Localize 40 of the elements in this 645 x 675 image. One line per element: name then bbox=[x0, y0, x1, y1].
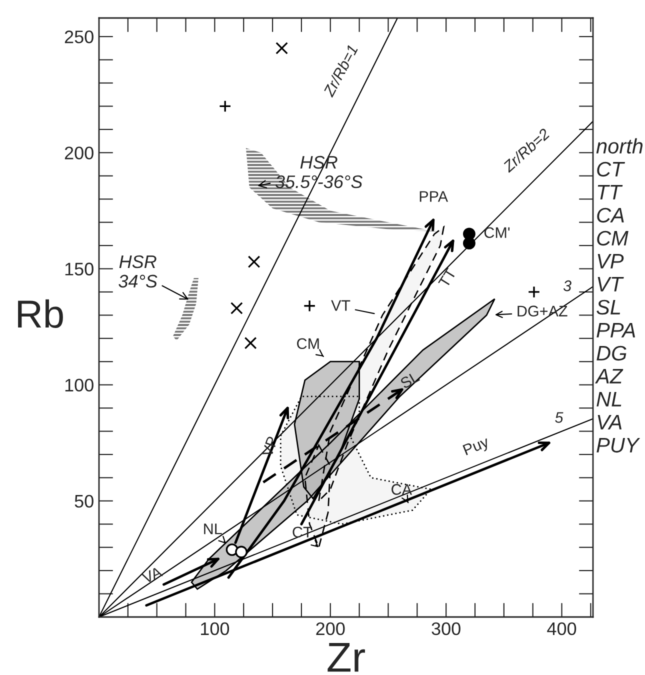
text: SL bbox=[596, 300, 620, 315]
annotation: PPA bbox=[420, 191, 448, 202]
x-tick-label: 300 bbox=[432, 622, 460, 636]
text: CT bbox=[597, 162, 626, 177]
annotation: CA bbox=[392, 484, 412, 495]
annotation: CT bbox=[292, 526, 312, 538]
y-tick-label: 200 bbox=[64, 146, 94, 160]
x-axis-title: Zr bbox=[328, 643, 365, 672]
y-tick-label: 250 bbox=[64, 30, 94, 44]
annotation: HSR 34°S bbox=[118, 255, 158, 288]
text: AZ bbox=[594, 369, 624, 384]
y-tick-label: 100 bbox=[65, 378, 94, 392]
text: CA bbox=[597, 208, 624, 223]
text: VA bbox=[598, 415, 622, 430]
annotation: VA bbox=[141, 566, 164, 584]
text: DG bbox=[596, 346, 626, 361]
annotation: CM bbox=[297, 338, 319, 350]
text: VT bbox=[598, 277, 624, 292]
annotation: TT bbox=[438, 267, 457, 288]
text: VP bbox=[598, 254, 624, 268]
annotation: Puy bbox=[462, 436, 491, 458]
annotation: 3 bbox=[563, 280, 572, 292]
annotation: NL bbox=[204, 524, 222, 534]
x-tick-label: 100 bbox=[201, 622, 230, 636]
annotation: VT bbox=[331, 300, 350, 311]
x-tick-label: 200 bbox=[316, 622, 345, 636]
y-axis-title: Rb bbox=[18, 299, 63, 328]
text: NL bbox=[596, 392, 622, 406]
annotation: VP bbox=[261, 436, 278, 458]
text: CM bbox=[597, 230, 628, 246]
y-tick-label: 50 bbox=[74, 494, 94, 508]
x-tick-label: 400 bbox=[547, 622, 576, 636]
annotation: 5 bbox=[555, 412, 564, 423]
text: TT bbox=[598, 185, 623, 200]
text: north bbox=[596, 138, 643, 154]
text: PUY bbox=[596, 438, 640, 453]
annotation: CM' bbox=[484, 227, 510, 238]
annotation: SL bbox=[400, 370, 420, 390]
y-tick-label: 150 bbox=[65, 262, 94, 276]
text: PPA bbox=[596, 323, 636, 338]
